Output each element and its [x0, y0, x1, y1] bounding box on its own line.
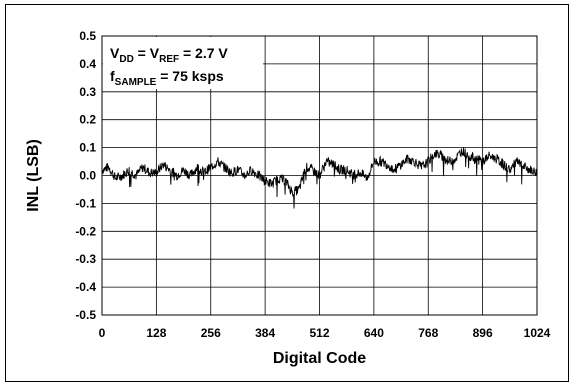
- y-tick-label: -0.4: [75, 280, 96, 294]
- y-tick-label: -0.5: [75, 308, 96, 322]
- y-tick-label: 0.4: [79, 57, 96, 71]
- y-tick-label: 0.2: [79, 113, 96, 127]
- y-tick-label: 0.3: [79, 85, 96, 99]
- y-tick-label: -0.3: [75, 252, 96, 266]
- inl-series-line: [101, 147, 538, 209]
- y-tick-label: -0.1: [75, 196, 96, 210]
- x-tick-label: 768: [418, 326, 438, 340]
- x-tick-label: 896: [473, 326, 493, 340]
- annotation-fsample: fSAMPLE = 75 ksps: [110, 68, 224, 88]
- x-axis-label: Digital Code: [273, 350, 366, 367]
- series-layer: [101, 147, 538, 209]
- x-tick-label: 640: [364, 326, 384, 340]
- x-tick-label: 0: [99, 326, 106, 340]
- y-tick-label: 0.0: [79, 169, 96, 183]
- plot-border: [101, 35, 538, 316]
- y-tick-label: 0.1: [79, 141, 96, 155]
- x-tick-label: 512: [309, 326, 329, 340]
- y-axis-label: INL (LSB): [25, 139, 42, 212]
- y-tick-label: -0.2: [75, 224, 96, 238]
- chart-frame: 0.5 0.4 0.3 0.2 0.1 0.0 -0.1 -0.2 -0.3 -0.4 -0.5 0…: [5, 4, 569, 382]
- y-tick-labels: 0.5 0.4 0.3 0.2 0.1 0.0 -0.1 -0.2 -0.3 -0.4 -0.5: [75, 29, 96, 322]
- y-tick-label: 0.5: [79, 29, 96, 43]
- x-tick-label: 1024: [524, 326, 551, 340]
- annotation-box: [103, 37, 263, 89]
- x-tick-label: 128: [146, 326, 166, 340]
- x-tick-label: 256: [201, 326, 221, 340]
- inl-chart: 0.5 0.4 0.3 0.2 0.1 0.0 -0.1 -0.2 -0.3 -0.4 -0.5 0…: [25, 29, 551, 367]
- x-tick-labels: 0 128 256 384 512 640 768 896 1024: [99, 326, 551, 340]
- annotation-vdd-vref: VDD = VREF = 2.7 V: [110, 45, 228, 65]
- x-tick-label: 384: [255, 326, 275, 340]
